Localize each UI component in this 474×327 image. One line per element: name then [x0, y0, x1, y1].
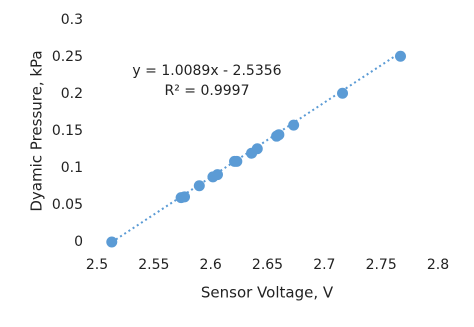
data-point	[231, 155, 243, 167]
data-point	[211, 169, 223, 181]
data-point	[394, 50, 406, 62]
y-tick-label: 0.05	[52, 197, 83, 213]
x-tick-label: 2.5	[86, 257, 108, 273]
y-tick-label: 0.3	[61, 12, 83, 28]
x-tick-label: 2.8	[427, 257, 449, 273]
y-tick-label: 0.25	[52, 49, 83, 65]
x-tick-label: 2.6	[200, 257, 222, 273]
y-axis-title: Dyamic Pressure, kPa	[28, 50, 46, 211]
x-axis-title: Sensor Voltage, V	[201, 284, 334, 302]
data-point	[179, 191, 191, 203]
data-point	[193, 180, 205, 192]
y-tick-label: 0.1	[61, 160, 83, 176]
y-tick-label: 0.15	[52, 123, 83, 139]
x-tick-label: 2.75	[366, 257, 397, 273]
x-tick-label: 2.7	[313, 257, 335, 273]
y-tick-label: 0	[74, 234, 83, 250]
data-point	[273, 129, 285, 141]
data-point	[288, 119, 300, 131]
y-tick-label: 0.2	[61, 86, 83, 102]
trendline-equation: y = 1.0089x - 2.5356	[132, 63, 281, 79]
trendline-r-squared: R² = 0.9997	[165, 83, 250, 99]
data-point	[251, 143, 263, 155]
x-tick-label: 2.65	[252, 257, 283, 273]
data-point	[337, 87, 349, 99]
x-tick-label: 2.55	[138, 257, 169, 273]
data-point	[106, 236, 118, 248]
